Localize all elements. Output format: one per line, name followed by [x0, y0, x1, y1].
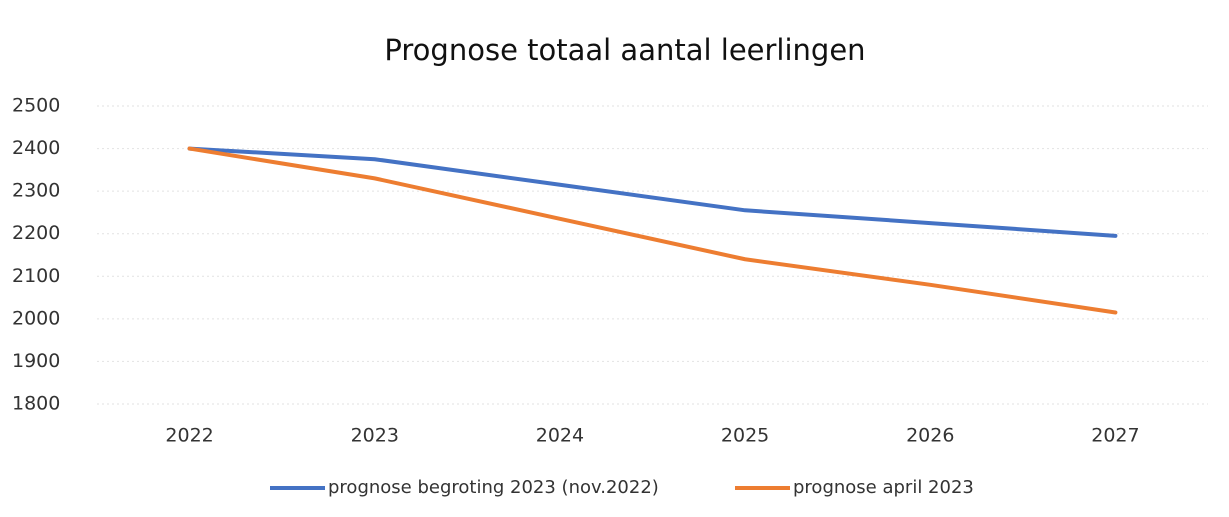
- y-tick-label: 1900: [12, 350, 60, 372]
- x-tick-label: 2025: [721, 425, 769, 447]
- y-tick-label: 2100: [12, 265, 60, 287]
- y-tick-label: 2200: [12, 222, 60, 244]
- y-tick-label: 2500: [12, 95, 60, 117]
- y-tick-label: 1800: [12, 393, 60, 415]
- x-tick-label: 2026: [906, 425, 954, 447]
- y-tick-label: 2000: [12, 307, 60, 329]
- x-tick-label: 2023: [351, 425, 399, 447]
- x-tick-label: 2027: [1091, 425, 1139, 447]
- legend-label: prognose begroting 2023 (nov.2022): [328, 477, 659, 498]
- x-tick-label: 2024: [536, 425, 584, 447]
- chart-title: Prognose totaal aantal leerlingen: [384, 33, 865, 67]
- series-line: [187, 146, 1118, 315]
- y-tick-label: 2300: [12, 180, 60, 202]
- x-tick-label: 2022: [165, 425, 213, 447]
- series-line: [187, 146, 1118, 238]
- y-tick-label: 2400: [12, 137, 60, 159]
- legend-label: prognose april 2023: [793, 477, 974, 498]
